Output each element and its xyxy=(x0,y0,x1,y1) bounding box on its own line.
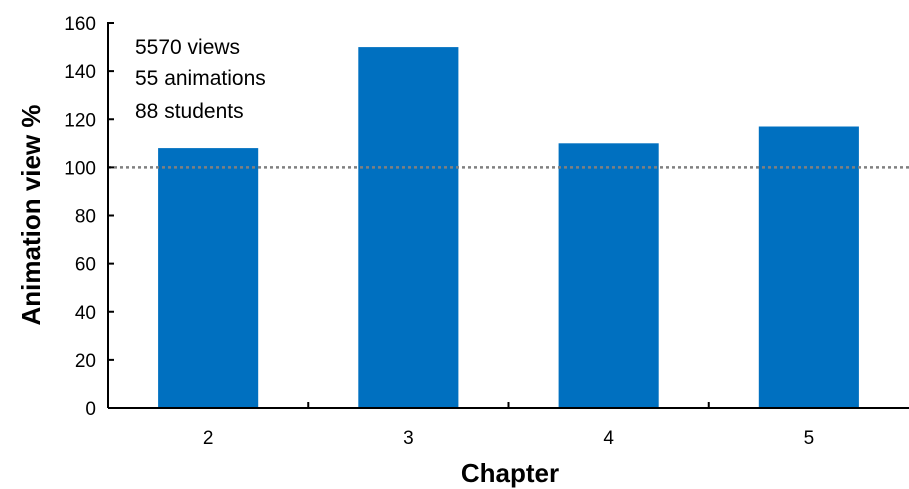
bar-chapter-3 xyxy=(358,47,459,408)
y-axis-title: Animation view % xyxy=(16,104,46,325)
y-tick-label: 40 xyxy=(75,303,96,324)
bars-layer xyxy=(158,47,859,409)
x-tick-labels: 2 3 4 5 xyxy=(203,428,814,449)
bar-chapter-5 xyxy=(758,126,859,408)
bar-chapter-4 xyxy=(558,143,659,409)
axes-layer xyxy=(107,22,909,409)
y-tick-label: 140 xyxy=(64,62,96,83)
x-tick-label: 4 xyxy=(603,428,614,449)
y-tick-label: 100 xyxy=(64,158,96,179)
y-tick-label: 80 xyxy=(75,207,96,228)
x-axis-title: Chapter xyxy=(461,458,559,488)
annotation-views: 5570 views xyxy=(135,36,240,59)
y-tick-label: 0 xyxy=(85,399,96,420)
y-tick-label: 120 xyxy=(64,110,96,131)
x-tick-label: 3 xyxy=(403,428,414,449)
bar-chapter-2 xyxy=(158,148,259,408)
annotation-animations: 55 animations xyxy=(135,67,266,90)
x-tick-label: 5 xyxy=(804,428,815,449)
x-tick-label: 2 xyxy=(203,428,214,449)
annotation-students: 88 students xyxy=(135,100,244,123)
y-tick-labels: 0 20 40 60 80 100 120 140 160 xyxy=(64,14,96,420)
y-tick-label: 60 xyxy=(75,255,96,276)
y-tick-label: 160 xyxy=(64,14,96,35)
y-tick-label: 20 xyxy=(75,351,96,372)
